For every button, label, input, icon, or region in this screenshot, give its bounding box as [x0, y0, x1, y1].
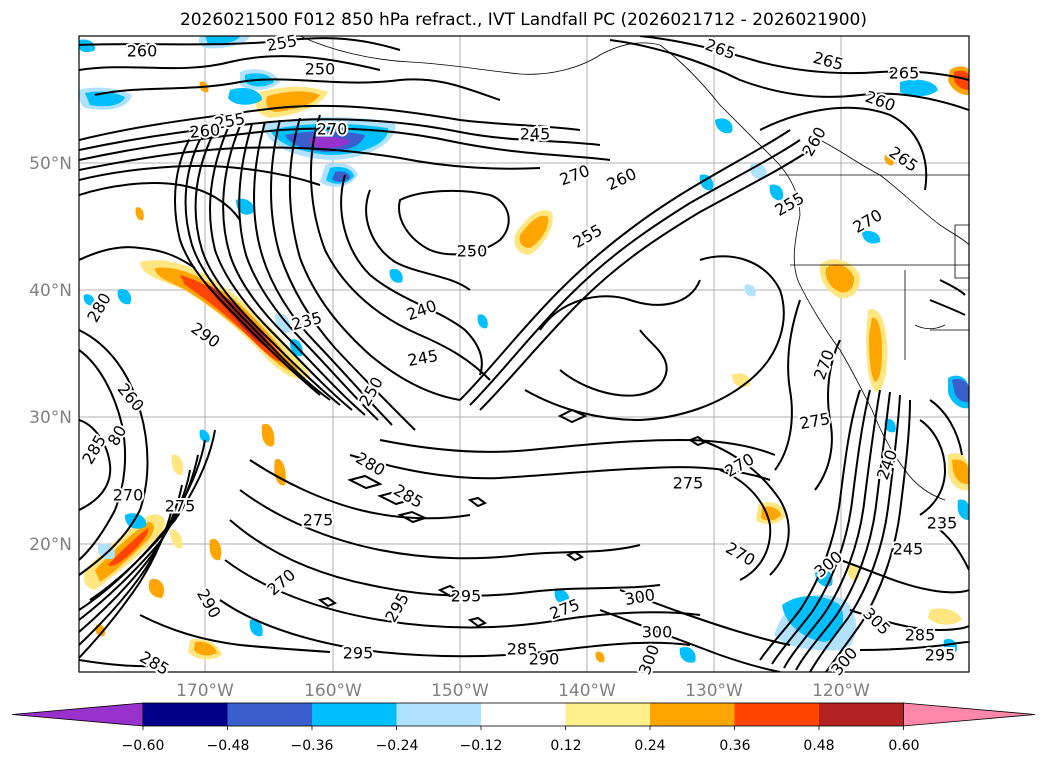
colorbar-swatch	[312, 703, 397, 726]
colorbar-tick-label: 0.12	[550, 738, 581, 754]
contour-label-halo: 245	[893, 540, 924, 559]
contour-label: 260	[189, 120, 221, 142]
colorbar-swatch	[227, 703, 312, 726]
colorbar	[11, 702, 1036, 730]
coastlines	[299, 36, 969, 501]
refractivity-contours	[79, 36, 969, 672]
lon-label-140w: 140°W	[558, 681, 616, 701]
contour-label-halo: 275	[165, 497, 196, 516]
colorbar-swatch	[650, 703, 735, 726]
contour-label-halo: 270	[317, 120, 348, 139]
contour-label: 295	[451, 587, 482, 606]
colorbar-extend-max	[903, 702, 1036, 727]
contour-label-halo: 300	[642, 623, 673, 642]
colorbar-tick-label: −0.12	[460, 738, 503, 754]
longitude-labels: 170°W 160°W 150°W 140°W 130°W 120°W	[176, 681, 870, 701]
contour-label-halo: 290	[529, 650, 560, 669]
contour-label: 275	[673, 474, 704, 493]
contour-label-halo: 250	[457, 242, 488, 261]
contour-label-halo: 275	[303, 511, 334, 530]
contour-label: 270	[317, 120, 348, 139]
contour-label-halo: 270	[113, 486, 144, 505]
map-background	[79, 36, 969, 672]
colorbar-frame	[142, 702, 904, 727]
contour-label-halo: 285	[905, 626, 936, 645]
colorbar-swatch	[396, 703, 481, 726]
contour-label-halo: 275	[673, 474, 704, 493]
contour-label-halo: 245	[520, 125, 551, 144]
negative-shading	[79, 36, 969, 663]
contour-label-halo: 285	[507, 640, 538, 659]
contour-label: 300	[642, 623, 673, 642]
map-border	[78, 35, 970, 673]
contour-label: 235	[927, 514, 958, 533]
contour-label: 295	[925, 646, 956, 665]
contour-label: 250	[457, 242, 488, 261]
colorbar-extend-min	[11, 702, 144, 727]
colorbar-tick-label: −0.48	[207, 738, 250, 754]
contour-label-halo: 295	[451, 587, 482, 606]
contour-label: 295	[343, 644, 374, 663]
figure-title: 2026021500 F012 850 hPa refract., IVT La…	[179, 10, 867, 30]
lat-label-30n: 30°N	[29, 408, 72, 428]
contour-label-halo: 295	[343, 644, 374, 663]
contour-label: 260	[127, 42, 158, 61]
lon-label-120w: 120°W	[812, 681, 870, 701]
colorbar-tick-label: −0.24	[376, 738, 419, 754]
contour-label-halo: 250	[305, 60, 336, 79]
graticule	[79, 36, 969, 672]
contour-label-halo: 265	[889, 64, 920, 83]
colorbar-swatch	[734, 703, 819, 726]
contour-label-halo: 260	[127, 42, 158, 61]
contour-label: 265	[889, 64, 920, 83]
colorbar-tick-labels: −0.60 −0.48 −0.36 −0.24 −0.12 0.12 0.24 …	[122, 738, 920, 754]
contour-label: 290	[529, 650, 560, 669]
contour-label: 245	[893, 540, 924, 559]
lon-label-150w: 150°W	[431, 681, 489, 701]
lon-label-170w: 170°W	[176, 681, 234, 701]
contour-label-halo: 295	[925, 646, 956, 665]
lat-label-40n: 40°N	[29, 281, 72, 301]
contour-label: 250	[305, 60, 336, 79]
contour-label: 245	[520, 125, 551, 144]
colorbar-swatch	[143, 703, 228, 726]
latitude-labels: 50°N 40°N 30°N 20°N	[29, 154, 72, 555]
contour-label: 285	[507, 640, 538, 659]
colorbar-swatch	[565, 703, 650, 726]
colorbar-tick-label: −0.60	[122, 738, 165, 754]
lat-label-50n: 50°N	[29, 154, 72, 174]
contour-label: 285	[905, 626, 936, 645]
colorbar-tick-label: 0.36	[719, 738, 750, 754]
colorbar-tick-label: 0.24	[634, 738, 665, 754]
colorbar-tick-label: 0.48	[803, 738, 834, 754]
colorbar-tick-label: −0.36	[291, 738, 334, 754]
contour-label: 275	[165, 497, 196, 516]
lon-label-130w: 130°W	[685, 681, 743, 701]
colorbar-tick-label: 0.60	[888, 738, 919, 754]
lon-label-160w: 160°W	[304, 681, 362, 701]
contour-label: 275	[303, 511, 334, 530]
colorbar-swatch	[481, 703, 566, 726]
lat-label-20n: 20°N	[29, 535, 72, 555]
contour-label: 270	[113, 486, 144, 505]
colorbar-swatch	[819, 703, 904, 726]
contour-label-halo: 235	[927, 514, 958, 533]
